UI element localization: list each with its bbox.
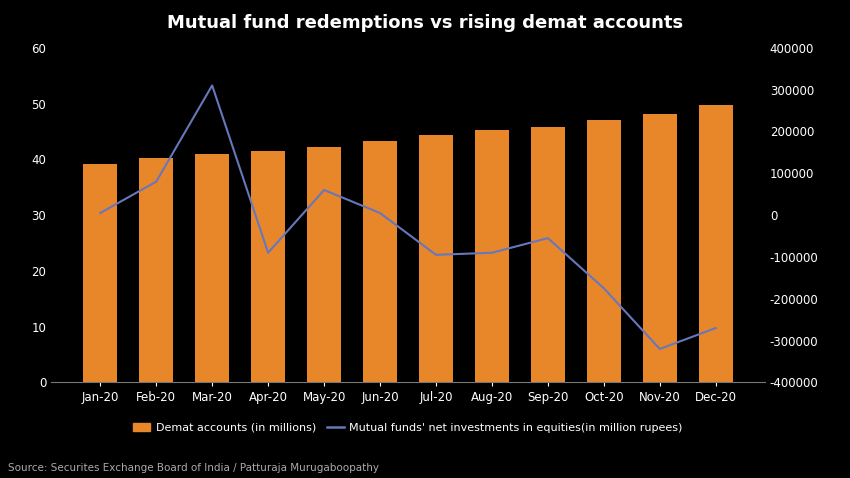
Bar	[308, 147, 341, 382]
Bar	[139, 158, 173, 382]
Bar	[419, 135, 453, 382]
Bar	[475, 130, 508, 382]
Legend: Demat accounts (in millions), Mutual funds' net investments in equities(in milli: Demat accounts (in millions), Mutual fun…	[129, 418, 687, 437]
Bar	[363, 141, 397, 382]
Bar	[252, 151, 285, 382]
Text: Mutual fund redemptions vs rising demat accounts: Mutual fund redemptions vs rising demat …	[167, 14, 683, 33]
Bar	[587, 120, 620, 382]
Bar	[643, 114, 677, 382]
Bar	[83, 164, 117, 382]
Text: Source: Securites Exchange Board of India / Patturaja Murugaboopathy: Source: Securites Exchange Board of Indi…	[8, 463, 379, 473]
Bar	[196, 154, 229, 382]
Bar	[531, 127, 564, 382]
Bar	[699, 105, 733, 382]
